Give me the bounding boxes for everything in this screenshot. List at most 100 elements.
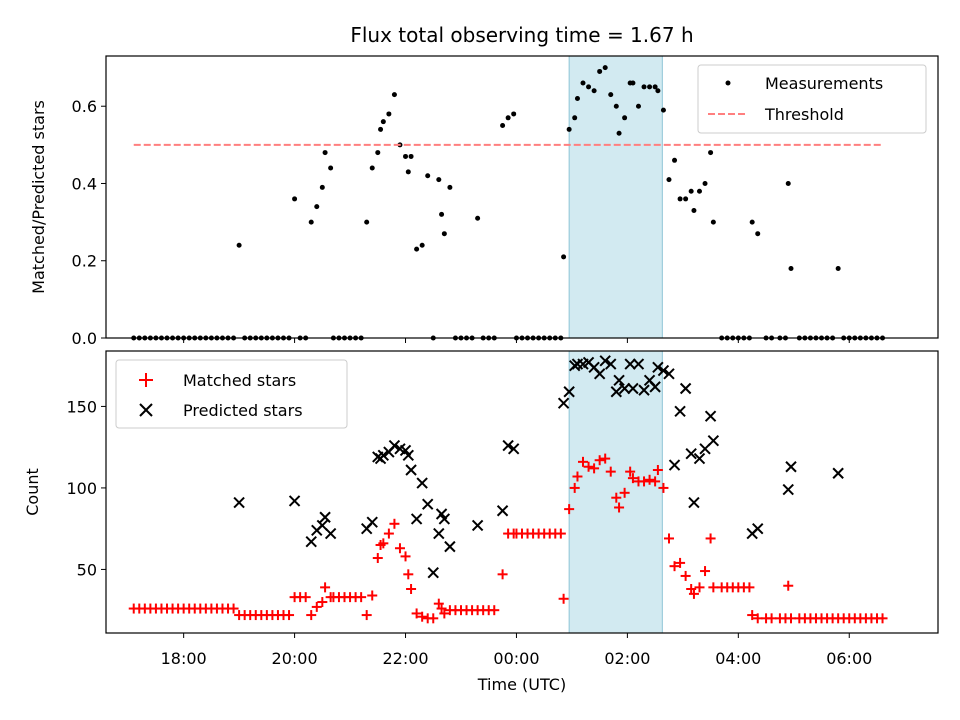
measurement-point	[597, 68, 603, 74]
x-tick-label: 18:00	[161, 649, 207, 668]
measurement-point	[500, 123, 506, 129]
predicted-point	[627, 382, 639, 395]
measurement-point	[683, 196, 689, 202]
measurement-point	[322, 150, 328, 156]
measurement-point	[580, 80, 586, 86]
measurement-point	[405, 169, 411, 175]
matched-point	[284, 610, 295, 621]
predicted-point	[421, 498, 434, 510]
predicted-point	[563, 386, 575, 398]
predicted-point	[649, 381, 661, 393]
matched-point	[650, 476, 661, 487]
measurement-point	[391, 92, 397, 98]
measurement-point	[436, 177, 442, 183]
legend-threshold-label: Threshold	[764, 105, 844, 124]
legend-measurements-label: Measurements	[765, 74, 883, 93]
measurement-point	[574, 95, 580, 101]
matched-point	[600, 453, 611, 464]
legend-matched-marker	[139, 373, 153, 387]
predicted-point	[388, 439, 401, 452]
matched-point	[611, 492, 622, 503]
predicted-point	[502, 439, 514, 452]
predicted-point	[618, 382, 631, 395]
matched-point	[389, 518, 400, 529]
matched-point	[403, 569, 414, 580]
x-tick-label: 06:00	[826, 649, 872, 668]
matched-point	[663, 533, 674, 544]
predicted-point	[427, 566, 439, 579]
legend-predicted-marker	[139, 403, 153, 417]
predicted-point	[319, 511, 331, 523]
matched-point	[614, 502, 625, 513]
measurement-point	[652, 84, 658, 90]
matched-point	[594, 455, 605, 466]
matched-point	[361, 610, 372, 621]
matched-point	[583, 461, 594, 472]
matched-point	[589, 463, 600, 474]
predicted-point	[685, 447, 697, 460]
measurement-point	[572, 115, 578, 121]
matched-point	[372, 553, 383, 564]
top-y-axis-label: Matched/Predicted stars	[29, 100, 48, 294]
measurement-point	[677, 196, 683, 202]
measurement-point	[505, 115, 511, 121]
legend-matched-label: Matched stars	[183, 371, 296, 390]
y-tick-label: 0.6	[72, 97, 97, 116]
y-tick-label: 100	[66, 479, 97, 498]
matched-point	[383, 528, 394, 539]
predicted-point	[416, 477, 428, 489]
measurement-point	[328, 165, 334, 171]
measurement-point	[635, 103, 641, 109]
predicted-point	[377, 449, 390, 462]
measurement-point	[613, 103, 619, 109]
predicted-point	[507, 443, 520, 455]
y-tick-label: 0.2	[72, 252, 97, 271]
matched-point	[564, 504, 575, 515]
predicted-point	[782, 483, 794, 496]
measurement-point	[602, 65, 608, 71]
measurement-point	[688, 188, 694, 194]
matched-point	[394, 543, 405, 554]
y-tick-label: 50	[77, 560, 97, 579]
matched-point	[652, 464, 663, 475]
measurement-point	[591, 88, 597, 94]
measurement-point	[630, 80, 636, 86]
matched-point	[744, 582, 755, 593]
matched-point	[700, 566, 711, 577]
predicted-point	[471, 519, 484, 532]
measurement-point	[566, 126, 572, 132]
measurement-point	[641, 84, 647, 90]
measurement-point	[403, 153, 409, 159]
x-tick-label: 04:00	[715, 649, 761, 668]
matched-point	[406, 583, 417, 594]
measurement-point	[655, 88, 661, 94]
matched-point	[658, 482, 669, 493]
predicted-point	[832, 467, 844, 479]
predicted-point	[324, 527, 337, 540]
matched-point	[489, 605, 500, 616]
matched-point	[555, 528, 566, 539]
measurement-point	[622, 115, 628, 121]
predicted-point	[402, 449, 415, 462]
measurement-point	[319, 184, 325, 190]
measurement-point	[785, 180, 791, 186]
predicted-point	[668, 459, 681, 471]
measurement-point	[414, 246, 420, 252]
predicted-point	[752, 522, 764, 535]
measurement-point	[788, 265, 794, 271]
measurement-point	[308, 219, 314, 225]
predicted-point	[410, 513, 423, 525]
top-panel-frame	[105, 55, 939, 339]
legend-predicted-label: Predicted stars	[183, 401, 303, 420]
matched-point	[639, 476, 650, 487]
measurement-point	[708, 150, 714, 156]
measurement-point	[702, 180, 708, 186]
measurement-point	[561, 254, 567, 260]
x-tick-label: 02:00	[604, 649, 650, 668]
measurement-point	[425, 173, 431, 179]
predicted-point	[704, 410, 717, 422]
bottom-panel: 50 100 150 18:00 20:00 22:00 00:00 02:00 04:00 0…	[23, 350, 939, 668]
matched-point	[356, 592, 367, 603]
bottom-legend: Matched stars Predicted stars	[115, 359, 348, 429]
